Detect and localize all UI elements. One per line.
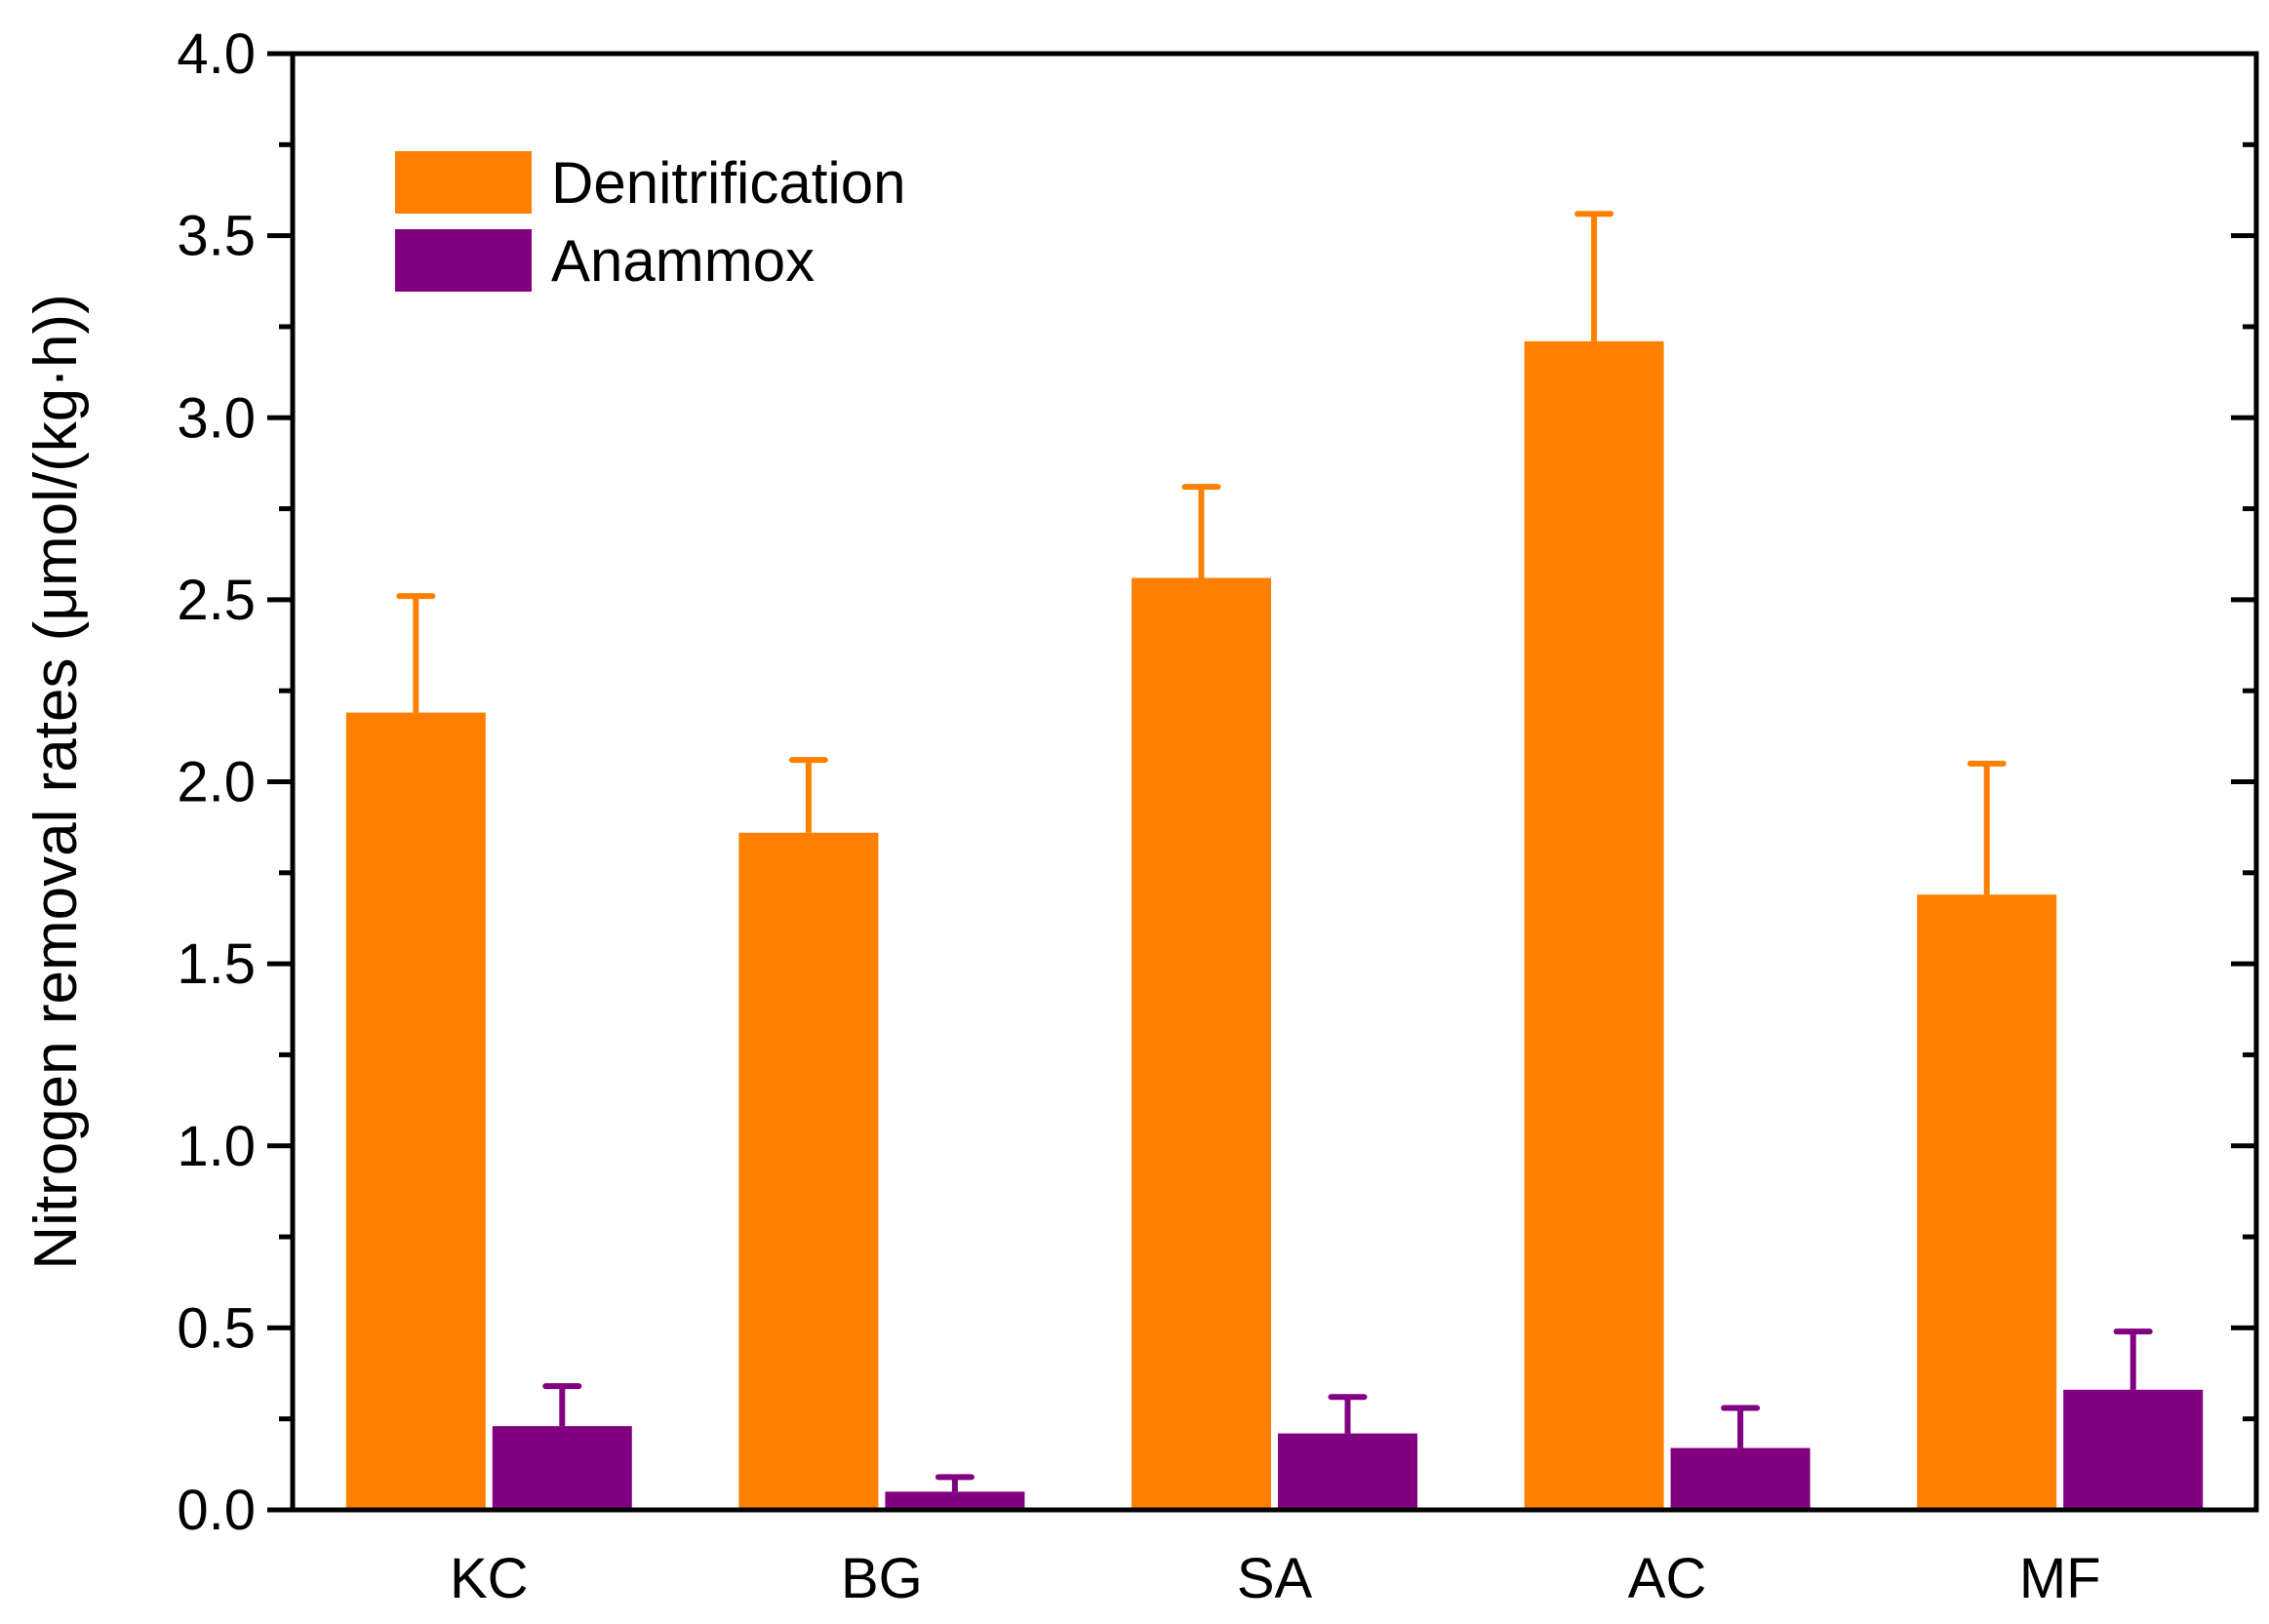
bar-anammox-ac: [1670, 1447, 1811, 1510]
bars-layer: [345, 340, 2204, 1511]
legend-swatch-denitrification: [395, 151, 532, 214]
y-axis: 0.0 0.5 1.0 1.5 2.0 2.5 3.0 3.5 4.0: [177, 22, 2256, 1542]
bar-anammox-sa: [1278, 1433, 1417, 1510]
y-tick-label: 2.5: [177, 569, 256, 632]
x-tick-label: MF: [2019, 1547, 2101, 1610]
bar-anammox-mf: [2063, 1389, 2204, 1510]
y-tick-label: 1.5: [177, 932, 256, 996]
error-bars-layer: [396, 211, 2153, 1492]
legend-swatch-anammox: [395, 229, 532, 292]
x-axis: KC BG SA AC MF: [450, 1547, 2101, 1610]
y-tick-label: 1.0: [177, 1115, 256, 1178]
bar-denitrification-bg: [738, 832, 879, 1510]
x-tick-label: AC: [1628, 1547, 1707, 1610]
bar-denitrification-sa: [1132, 577, 1271, 1510]
bar-anammox-bg: [885, 1491, 1025, 1510]
bar-anammox-kc: [492, 1426, 632, 1510]
bar-denitrification-mf: [1917, 894, 2057, 1510]
x-tick-label: BG: [841, 1547, 923, 1610]
y-axis-label: Nitrogen removal rates (μmol/(kg·h)): [22, 294, 90, 1269]
y-tick-label: 4.0: [177, 22, 256, 86]
bar-denitrification-kc: [345, 712, 486, 1510]
y-tick-label: 3.5: [177, 205, 256, 268]
y-tick-label: 2.0: [177, 751, 256, 814]
legend-label-denitrification: Denitrification: [551, 150, 906, 216]
x-tick-label: KC: [450, 1547, 529, 1610]
y-tick-label: 0.5: [177, 1296, 256, 1360]
legend: Denitrification Anammox: [395, 150, 906, 294]
bar-denitrification-ac: [1524, 340, 1664, 1511]
y-tick-label: 3.0: [177, 386, 256, 450]
y-tick-label: 0.0: [177, 1479, 256, 1542]
x-tick-label: SA: [1237, 1547, 1313, 1610]
legend-label-anammox: Anammox: [551, 228, 815, 294]
